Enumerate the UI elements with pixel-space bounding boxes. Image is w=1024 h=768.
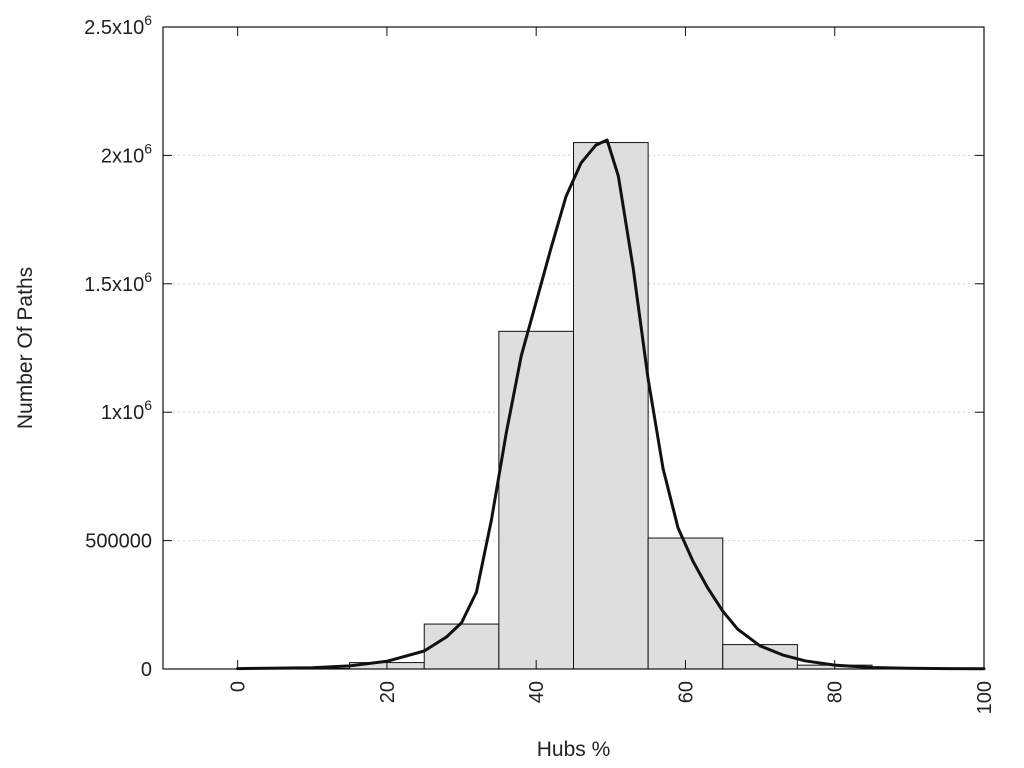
y-tick-label: 1.5x106: [84, 269, 152, 296]
axis-ticks: [163, 26, 985, 670]
histogram-bar: [647, 537, 724, 670]
curve: [236, 138, 986, 671]
y-tick-label: 1x106: [101, 397, 152, 424]
x-axis-title: Hubs %: [537, 738, 611, 761]
y-tick-label: 0: [141, 659, 152, 681]
histogram-bar: [498, 330, 575, 670]
tick-labels: 0 500000 1x106 1.5x106 2x106 2.5x106 0 20 40 60 80…: [84, 12, 996, 714]
y-tick-label: 2x106: [101, 140, 152, 167]
x-tick-label: 80: [825, 681, 847, 703]
bars: [274, 142, 948, 670]
x-tick-label: 20: [377, 681, 399, 703]
y-axis-title: Number Of Paths: [14, 267, 37, 429]
histogram-bar: [423, 623, 500, 670]
x-tick-label: 100: [974, 681, 996, 714]
x-tick-label: 0: [228, 681, 250, 692]
x-tick-label: 60: [675, 681, 697, 703]
y-tick-label: 2.5x106: [84, 12, 152, 39]
density-curve: [236, 138, 986, 671]
plot-frame: [162, 26, 985, 670]
x-tick-label: 40: [526, 681, 548, 703]
y-tick-label: 500000: [85, 531, 152, 553]
histogram-bar: [573, 142, 649, 670]
